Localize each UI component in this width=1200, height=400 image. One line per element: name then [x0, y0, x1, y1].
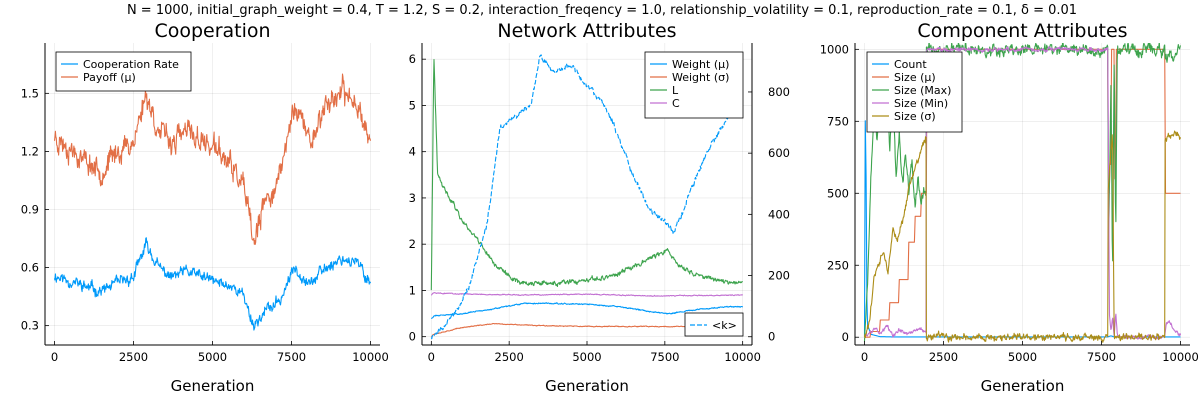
panel-network-attributes: 0 2500 5000 7500 10000 0 1 2 3 4 5 6 0 200 400 600 800 Ne…	[409, 20, 790, 395]
panel-cooperation: 0 2500 5000 7500 10000 0.3 0.6 0.9 1.2 1.5 Coopera…	[21, 20, 389, 395]
y-tick-label: 0.9	[21, 202, 39, 216]
x-tick-label: 7500	[650, 350, 679, 364]
y-tick-label: 1000	[820, 42, 849, 56]
plot-area	[430, 54, 744, 340]
y2-tick-label: 400	[768, 207, 790, 221]
y-tick-label: 4	[409, 145, 416, 159]
y-tick-label: 3	[409, 191, 416, 205]
chart-title: Network Attributes	[497, 20, 676, 42]
x-tick-label: 10000	[1162, 350, 1199, 364]
legend-label: C	[672, 97, 680, 110]
series-line-1-2	[430, 59, 743, 291]
legend-label: Weight (σ)	[672, 71, 729, 84]
y-tick-label: 750	[827, 114, 849, 128]
x-tick-label: 2500	[119, 350, 148, 364]
y-tick-label: 1.2	[21, 144, 39, 158]
y-tick-label: 0	[842, 330, 849, 344]
y2-tick-label: 800	[768, 85, 790, 99]
y-tick-label: 5	[409, 98, 416, 112]
x-tick-label: 10000	[724, 350, 761, 364]
series-line-0-1	[53, 73, 372, 245]
legend-box	[55, 51, 192, 92]
legend-box	[866, 51, 963, 133]
legend-label: L	[672, 84, 679, 97]
x-tick-label: 5000	[1008, 350, 1037, 364]
figure-title: N = 1000, initial_graph_weight = 0.4, T …	[127, 3, 1077, 18]
legend: <k>	[684, 312, 744, 337]
series-line-2-4	[863, 130, 1182, 343]
x-tick-label: 5000	[572, 350, 601, 364]
chart-title: Component Attributes	[917, 20, 1127, 42]
legend-label: Size (σ)	[894, 110, 936, 123]
x-tick-label: 2500	[495, 350, 524, 364]
series-line-2-2	[863, 43, 1182, 342]
legend-box	[684, 312, 744, 337]
x-tick-label: 0	[51, 350, 58, 364]
y2-tick-label: 200	[768, 269, 790, 283]
x-tick-label: 0	[861, 350, 868, 364]
legend-label: Cooperation Rate	[83, 58, 179, 71]
legend: Weight (μ)Weight (σ)LC	[644, 51, 744, 119]
y-tick-label: 1.5	[21, 86, 39, 100]
panel-component-attributes: 0 2500 5000 7500 10000 0 250 500 750 1000 Componen…	[820, 20, 1199, 395]
plot-area	[53, 73, 372, 331]
x-tick-label: 0	[428, 350, 435, 364]
y2-tick-label: 600	[768, 146, 790, 160]
series-line-1-4	[430, 54, 744, 340]
y2-tick-label: 0	[768, 330, 775, 344]
legend-box	[644, 51, 744, 119]
y-tick-label: 0.3	[21, 319, 39, 333]
legend-label: Size (Min)	[894, 97, 948, 110]
y-tick-label: 0	[409, 330, 416, 344]
series-line-1-3	[430, 292, 744, 297]
x-tick-label: 2500	[929, 350, 958, 364]
y-tick-label: 6	[409, 52, 416, 66]
legend-label: Size (μ)	[894, 71, 936, 84]
y-tick-label: 500	[827, 186, 849, 200]
x-tick-label: 5000	[198, 350, 227, 364]
x-axis-label: Generation	[981, 377, 1065, 395]
series-line-0-0	[53, 237, 372, 331]
legend-label: Count	[894, 58, 927, 71]
x-axis-label: Generation	[545, 377, 629, 395]
x-tick-label: 7500	[277, 350, 306, 364]
legend-label: Payoff (μ)	[83, 71, 136, 84]
y-tick-label: 1	[409, 283, 416, 297]
legend-label: Weight (μ)	[672, 58, 729, 71]
y-tick-label: 2	[409, 237, 416, 251]
x-tick-label: 7500	[1087, 350, 1116, 364]
y-tick-label: 250	[827, 258, 849, 272]
legend-label: Size (Max)	[894, 84, 951, 97]
series-line-1-0	[430, 302, 744, 319]
chart-title: Cooperation	[154, 20, 270, 42]
x-axis-label: Generation	[171, 377, 255, 395]
x-tick-label: 10000	[352, 350, 389, 364]
y-tick-label: 0.6	[21, 261, 39, 275]
legend-label: <k>	[712, 319, 737, 332]
plot-area	[863, 43, 1182, 343]
